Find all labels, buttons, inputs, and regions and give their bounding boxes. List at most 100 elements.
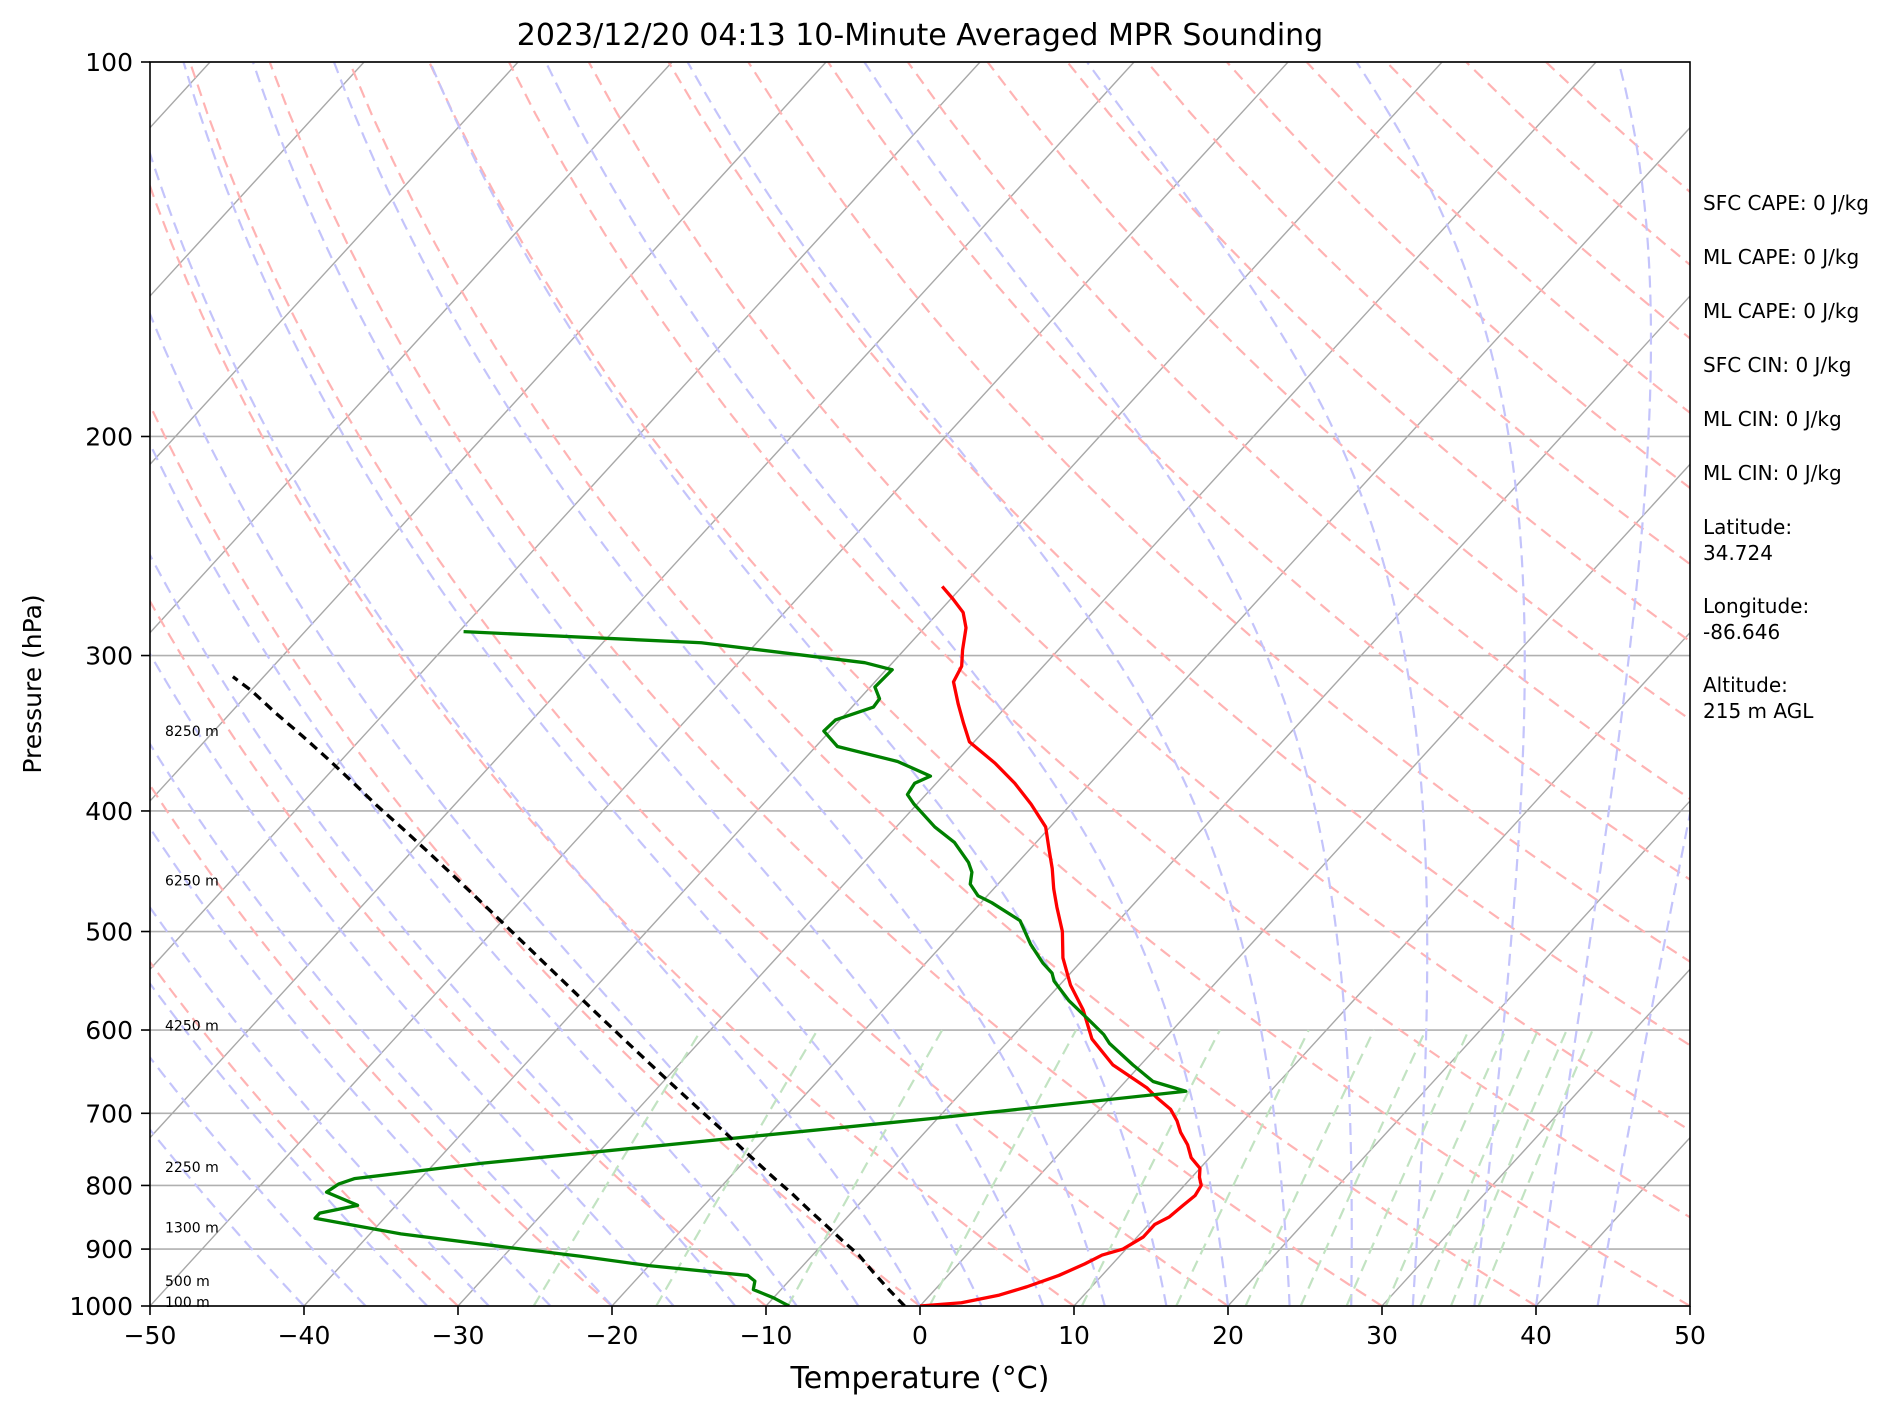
x-tick-label: −50 — [124, 1321, 177, 1350]
annotation-line: Altitude: — [1703, 673, 1788, 697]
isotherm — [150, 62, 981, 971]
height-label: 500 m — [165, 1274, 210, 1290]
dry-adiabat — [1146, 62, 1690, 566]
y-tick-label: 1000 — [69, 1292, 133, 1321]
height-label: 6250 m — [165, 874, 219, 890]
isotherm — [1381, 968, 1690, 1306]
x-axis-title: Temperature (°C) — [790, 1361, 1050, 1396]
dewpoint-profile — [313, 629, 1188, 1306]
annotation-line: 215 m AGL — [1703, 699, 1814, 723]
annotation-line: ML CIN: 0 J/kg — [1703, 407, 1842, 431]
mixing-ratio-line — [1299, 1029, 1427, 1306]
dry-adiabat — [1066, 62, 1690, 643]
moist-adiabat — [1534, 62, 1653, 1306]
moist-adiabat — [332, 62, 1106, 1306]
isotherm — [765, 294, 1690, 1306]
y-tick-label: 500 — [85, 918, 133, 947]
dry-adiabat — [268, 62, 1383, 1306]
moist-adiabat — [150, 826, 552, 1306]
annotation: ML CIN: 0 J/kg — [1703, 461, 1842, 485]
temperature-profile — [919, 585, 1203, 1306]
moist-adiabat — [150, 651, 675, 1306]
moist-adiabat — [150, 311, 860, 1306]
dry-adiabat — [428, 62, 1690, 1306]
dry-adiabat — [348, 62, 1537, 1306]
height-label: 100 m — [165, 1295, 210, 1311]
moist-adiabat — [150, 742, 613, 1306]
annotation: ML CAPE: 0 J/kg — [1703, 299, 1859, 323]
y-tick-label: 200 — [85, 422, 133, 451]
mixing-ratio-line — [1345, 1029, 1470, 1306]
x-tick-label: −10 — [740, 1321, 793, 1350]
annotation: SFC CAPE: 0 J/kg — [1703, 191, 1869, 215]
annotation-line: Longitude: — [1703, 594, 1809, 618]
dry-adiabat — [150, 960, 459, 1306]
y-tick-label: 400 — [85, 797, 133, 826]
height-label: 2250 m — [165, 1160, 219, 1176]
mixing-ratio-line — [1477, 1029, 1594, 1306]
y-tick-label: 600 — [85, 1016, 133, 1045]
annotation-line: Latitude: — [1703, 515, 1792, 539]
annotation-line: -86.646 — [1703, 620, 1780, 644]
moist-adiabat — [150, 552, 737, 1306]
annotation-line: ML CIN: 0 J/kg — [1703, 461, 1842, 485]
moist-adiabat — [544, 62, 1230, 1306]
isotherm — [150, 62, 365, 298]
annotation: SFC CIN: 0 J/kg — [1703, 353, 1851, 377]
y-tick-label: 300 — [85, 642, 133, 671]
x-tick-label: 20 — [1212, 1321, 1244, 1350]
dry-adiabat — [150, 402, 921, 1306]
y-tick-label: 700 — [85, 1099, 133, 1128]
moist-adiabat — [1086, 62, 1429, 1306]
height-label: 1300 m — [165, 1221, 219, 1237]
moist-adiabat — [150, 905, 490, 1306]
annotation: ML CAPE: 0 J/kg — [1703, 245, 1859, 269]
isotherm — [150, 62, 519, 466]
moist-adiabat — [251, 62, 1045, 1306]
annotation: Latitude:34.724 — [1703, 515, 1792, 565]
mixing-ratio-line — [786, 1029, 944, 1306]
y-tick-label: 800 — [85, 1171, 133, 1200]
annotation: Longitude:-86.646 — [1703, 594, 1809, 644]
height-label: 8250 m — [165, 724, 219, 740]
mixing-ratio-line — [1384, 1029, 1507, 1306]
isotherm — [303, 62, 1443, 1306]
dry-adiabat — [827, 62, 1690, 881]
x-tick-label: −30 — [432, 1321, 485, 1350]
x-tick-label: 10 — [1058, 1321, 1090, 1350]
parcel-profile — [231, 675, 906, 1306]
height-label: 4250 m — [165, 1018, 219, 1034]
mixing-ratio-line — [1419, 1029, 1539, 1306]
moist-adiabat — [182, 62, 983, 1306]
annotation-line: SFC CAPE: 0 J/kg — [1703, 191, 1869, 215]
moist-adiabat — [150, 981, 428, 1306]
mixing-ratio-line — [1080, 1029, 1221, 1306]
mixing-ratio-line — [532, 1029, 703, 1306]
y-tick-label: 900 — [85, 1235, 133, 1264]
x-tick-label: 50 — [1674, 1321, 1706, 1350]
isotherm — [150, 62, 1135, 1139]
annotation-line: SFC CIN: 0 J/kg — [1703, 353, 1851, 377]
moist-adiabat — [863, 62, 1353, 1306]
x-tick-label: 40 — [1520, 1321, 1552, 1350]
mixing-ratio-line — [928, 1029, 1078, 1306]
annotation: Altitude:215 m AGL — [1703, 673, 1814, 723]
dry-adiabat — [188, 62, 1229, 1306]
mixing-ratio-line — [1175, 1029, 1310, 1306]
isotherm — [611, 126, 1690, 1306]
mixing-ratio-line — [1449, 1029, 1568, 1306]
moist-adiabat — [150, 441, 798, 1306]
chart-title: 2023/12/20 04:13 10-Minute Averaged MPR … — [517, 18, 1323, 53]
mixing-ratio-line — [655, 1029, 819, 1306]
isotherms — [150, 62, 1690, 1306]
moist-adiabat — [686, 62, 1291, 1306]
isotherm — [1227, 799, 1690, 1306]
annotation: ML CIN: 0 J/kg — [1703, 407, 1842, 431]
dry-adiabat — [747, 62, 1690, 963]
isotherm — [457, 62, 1597, 1306]
isotherm — [150, 62, 1289, 1306]
isotherm — [1073, 631, 1690, 1306]
x-tick-label: −20 — [586, 1321, 639, 1350]
